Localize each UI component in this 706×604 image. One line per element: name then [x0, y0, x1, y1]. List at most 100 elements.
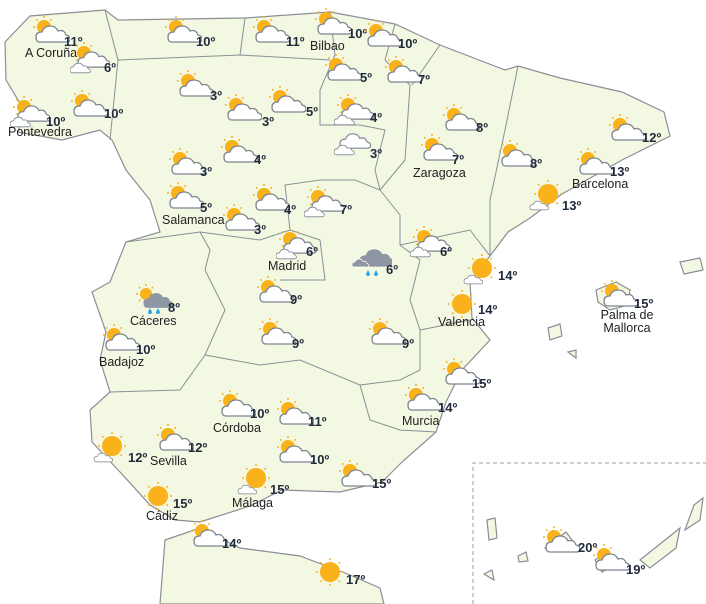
city-label: Murcia	[402, 414, 440, 428]
partly-cloudy-icon	[543, 526, 580, 553]
temperature: 8º	[168, 300, 180, 315]
partly-cloudy-icon	[277, 436, 314, 463]
city-label: Valencia	[438, 315, 486, 329]
partly-cloudy-icon	[277, 398, 314, 425]
temperature: 19º	[626, 562, 646, 577]
island-ibiza	[547, 323, 563, 341]
partly-cloudy-double-icon	[334, 94, 374, 126]
temperature: 17º	[346, 572, 366, 587]
city-label: A Coruña	[25, 46, 78, 60]
partly-cloudy-icon	[253, 16, 290, 43]
temperature: 15º	[270, 482, 290, 497]
city-label: Zaragoza	[413, 166, 466, 180]
temperature: 5º	[360, 70, 372, 85]
partly-cloudy-icon	[339, 460, 376, 487]
partly-cloudy-icon	[369, 318, 406, 345]
sunny-cloud-icon	[237, 464, 270, 495]
temperature: 6º	[440, 244, 452, 259]
temperature: 9º	[292, 336, 304, 351]
city-label: Málaga	[232, 496, 273, 510]
partly-cloudy-icon	[593, 544, 630, 571]
temperature: 6º	[104, 60, 116, 75]
island-menorca	[679, 257, 704, 275]
temperature: 13º	[610, 164, 630, 179]
partly-cloudy-icon	[71, 90, 108, 117]
temperature: 7º	[452, 152, 464, 167]
temperature: 15º	[472, 376, 492, 391]
rain-icon	[352, 249, 392, 276]
temperature: 10º	[250, 406, 270, 421]
temperature: 12º	[642, 130, 662, 145]
partly-cloudy-icon	[225, 94, 262, 121]
island-lanzarote	[683, 496, 704, 532]
partly-cloudy-icon	[257, 276, 294, 303]
city-label: Córdoba	[213, 421, 261, 435]
temperature: 15º	[173, 496, 193, 511]
rain-sun-icon	[136, 284, 174, 314]
temperature: 3º	[262, 114, 274, 129]
partly-cloudy-icon	[167, 182, 204, 209]
island-fuerteventura	[639, 526, 681, 569]
city-label: Madrid	[268, 259, 307, 273]
city-label: Cádiz	[146, 509, 178, 523]
sunny-icon	[448, 290, 476, 318]
temperature: 4º	[254, 152, 266, 167]
city-label: Palma de Mallorca	[600, 308, 654, 335]
island-gomera	[517, 551, 529, 563]
temperature: 11º	[308, 414, 327, 429]
temperature: 12º	[188, 440, 208, 455]
sunny-icon	[144, 482, 172, 510]
temperature: 9º	[402, 336, 414, 351]
partly-cloudy-icon	[177, 70, 214, 97]
partly-cloudy-icon	[443, 358, 480, 385]
partly-cloudy-icon	[259, 318, 296, 345]
temperature: 10º	[46, 114, 66, 129]
temperature: 8º	[530, 156, 542, 171]
island-hierro	[482, 569, 495, 582]
city-label: Salamanca	[162, 213, 225, 227]
temperature: 12º	[128, 450, 148, 465]
temperature: 4º	[284, 202, 296, 217]
partly-cloudy-icon	[103, 324, 140, 351]
temperature: 10º	[196, 34, 216, 49]
partly-cloudy-icon	[609, 114, 646, 141]
partly-cloudy-icon	[421, 134, 458, 161]
temperature: 3º	[254, 222, 266, 237]
city-label: Bilbao	[310, 39, 345, 53]
partly-cloudy-icon	[365, 20, 402, 47]
temperature: 13º	[562, 198, 582, 213]
city-label: Sevilla	[150, 454, 187, 468]
temperature: 3º	[210, 88, 222, 103]
temperature: 10º	[310, 452, 330, 467]
partly-cloudy-icon	[315, 8, 352, 35]
partly-cloudy-double-icon	[70, 42, 110, 74]
partly-cloudy-double-icon	[410, 226, 450, 258]
partly-cloudy-icon	[443, 104, 480, 131]
canary-inset-border	[472, 462, 706, 604]
partly-cloudy-double-icon	[304, 186, 344, 218]
sunny-cloud-icon	[529, 180, 562, 211]
temperature: 4º	[370, 110, 382, 125]
sunny-icon	[316, 558, 344, 586]
temperature: 5º	[306, 104, 318, 119]
partly-cloudy-icon	[221, 136, 258, 163]
temperature: 5º	[200, 200, 212, 215]
temperature: 15º	[634, 296, 654, 311]
city-label: Badajoz	[99, 355, 145, 369]
temperature: 7º	[340, 202, 352, 217]
city-label: Pontevedra	[8, 125, 72, 139]
city-label: Barcelona	[572, 177, 629, 191]
partly-cloudy-icon	[219, 390, 256, 417]
temperature: 10º	[136, 342, 156, 357]
temperature: 10º	[348, 26, 368, 41]
temperature: 20º	[578, 540, 598, 555]
partly-cloudy-double-icon	[10, 96, 50, 128]
temperature: 11º	[286, 34, 305, 49]
temperature: 8º	[476, 120, 488, 135]
temperature: 14º	[478, 302, 498, 317]
partly-cloudy-double-icon	[276, 228, 316, 260]
sunny-cloud-icon	[463, 254, 496, 285]
temperature: 3º	[370, 146, 382, 161]
temperature: 14º	[222, 536, 242, 551]
